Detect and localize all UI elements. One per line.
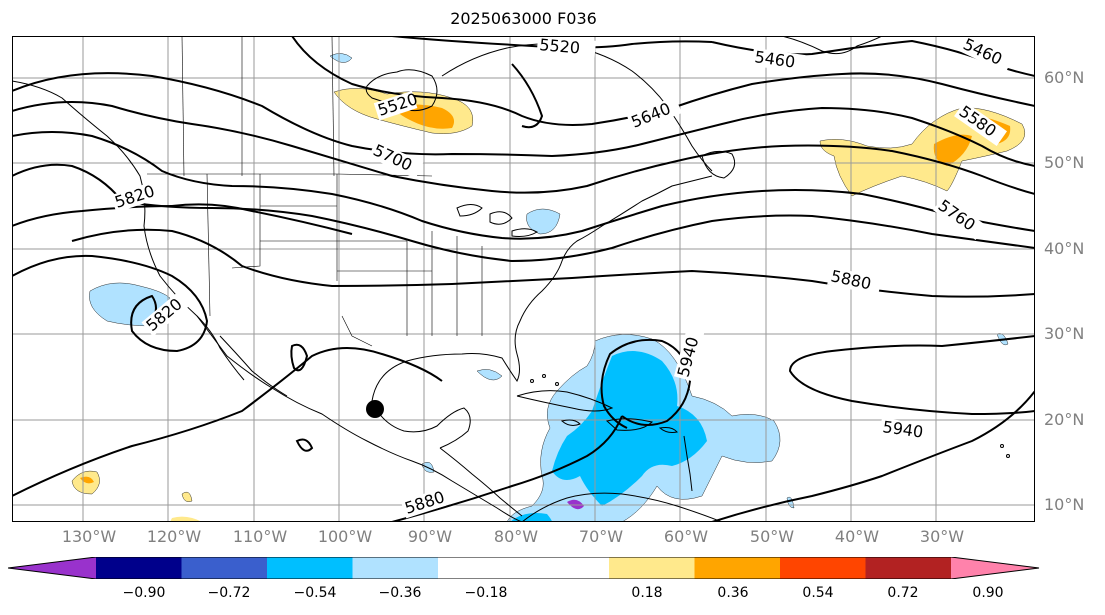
colorbar-bin-3	[267, 557, 353, 579]
colorbar-bin-4	[352, 557, 438, 579]
lat-label-40n: 40°N	[1044, 239, 1085, 258]
lon-label-90w: 90°W	[407, 527, 453, 546]
lon-label-120w: 120°W	[146, 527, 202, 546]
lon-label-40w: 40°W	[834, 527, 880, 546]
lon-label-130w: 130°W	[61, 527, 117, 546]
lon-label-30w: 30°W	[919, 527, 965, 546]
lat-label-50n: 50°N	[1044, 153, 1085, 172]
colorbar-tick-072: 0.72	[887, 585, 919, 601]
colorbar	[8, 557, 1040, 579]
lon-label-110w: 110°W	[232, 527, 288, 546]
lon-label-80w: 80°W	[493, 527, 539, 546]
colorbar-tick-018: 0.18	[631, 585, 663, 601]
map-frame	[12, 36, 1035, 522]
lon-label-100w: 100°W	[317, 527, 373, 546]
storm-center-marker	[366, 400, 384, 418]
colorbar-tick-neg054: −0.54	[293, 585, 337, 601]
colorbar-bin-2	[181, 557, 267, 579]
colorbar-tick-054: 0.54	[802, 585, 834, 601]
colorbar-tick-090: 0.90	[972, 585, 1004, 601]
colorbar-tick-neg090: −0.90	[122, 585, 166, 601]
lon-label-50w: 50°W	[749, 527, 795, 546]
colorbar-bin-1	[96, 557, 182, 579]
lat-label-20n: 20°N	[1044, 410, 1085, 429]
lon-label-70w: 70°W	[578, 527, 624, 546]
colorbar-tick-neg018: −0.18	[464, 585, 508, 601]
height-contours	[12, 36, 1035, 522]
colorbar-tick-036: 0.36	[717, 585, 749, 601]
colorbar-bin-7	[694, 557, 780, 579]
map-title: 2025063000 F036	[450, 9, 597, 28]
colorbar-tick-neg072: −0.72	[207, 585, 251, 601]
lat-label-60n: 60°N	[1044, 68, 1085, 87]
colorbar-extend-low	[8, 557, 96, 579]
lon-label-60w: 60°W	[663, 527, 709, 546]
vorticity-shading	[71, 53, 1026, 522]
coastlines	[12, 36, 1010, 522]
map-panel: 5520 5460 5460 5520 5580 5640	[12, 36, 1035, 522]
colorbar-bin-9	[865, 557, 951, 579]
colorbar-bin-8	[780, 557, 866, 579]
lat-label-30n: 30°N	[1044, 324, 1085, 343]
colorbar-tick-neg036: −0.36	[378, 585, 422, 601]
colorbar-extend-high	[951, 557, 1039, 579]
colorbar-bin-5	[438, 557, 609, 579]
map-background	[12, 36, 1035, 522]
colorbar-bin-6	[609, 557, 695, 579]
lat-label-10n: 10°N	[1044, 495, 1085, 514]
colorbar-outline	[8, 557, 1040, 579]
contour-label-5520-north: 5520	[539, 36, 581, 58]
state-borders	[147, 36, 483, 347]
